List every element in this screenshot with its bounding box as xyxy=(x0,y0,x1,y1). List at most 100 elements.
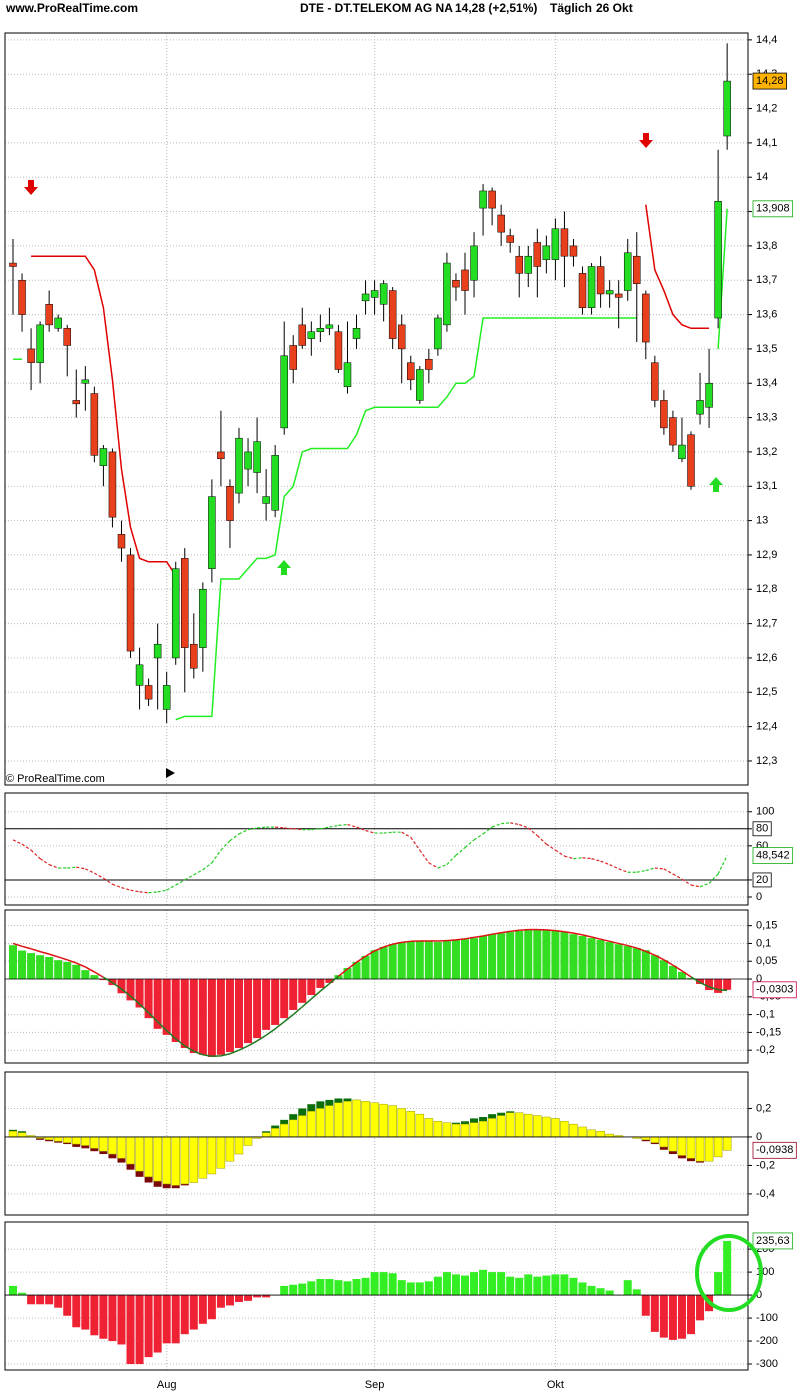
bar xyxy=(90,1136,99,1149)
oscillator-segment xyxy=(175,879,186,886)
candle-body xyxy=(54,317,62,329)
bar xyxy=(81,1136,90,1146)
candle-body xyxy=(208,496,216,569)
candle-body xyxy=(397,324,406,350)
oscillator-segment xyxy=(211,849,222,864)
candle-body xyxy=(45,304,53,326)
oscillator-segment xyxy=(356,826,366,832)
highlight-circle xyxy=(695,1234,763,1312)
bar xyxy=(461,939,469,980)
bar xyxy=(470,938,479,980)
bar xyxy=(90,975,99,980)
bar xyxy=(551,1274,560,1296)
bar xyxy=(469,1122,479,1138)
candle-body xyxy=(108,451,117,518)
signal-line-segment xyxy=(654,954,665,961)
oscillator-segment xyxy=(329,824,339,828)
bar xyxy=(605,1290,614,1296)
charts: © ProRealTime.com14,414,314,214,11413,91… xyxy=(4,32,797,1391)
bar xyxy=(560,932,569,980)
signal-line-segment xyxy=(482,933,493,937)
oscillator-segment xyxy=(690,884,701,888)
bar xyxy=(99,979,108,981)
bar xyxy=(515,1277,524,1296)
y-tick-label: -0,1 xyxy=(756,1009,775,1021)
candle-body xyxy=(334,331,343,370)
bar xyxy=(406,940,415,980)
bar xyxy=(117,1295,126,1345)
signal-line-segment xyxy=(564,930,574,934)
oscillator-segment xyxy=(428,862,439,869)
bar xyxy=(352,1099,361,1138)
candle-body xyxy=(633,255,641,284)
bar xyxy=(415,1113,425,1138)
candle-body xyxy=(352,328,361,339)
bar xyxy=(144,979,153,1019)
bar xyxy=(551,1118,560,1138)
candle-body xyxy=(696,400,704,415)
bar xyxy=(99,1136,108,1152)
oscillator-segment xyxy=(67,866,77,869)
bar xyxy=(235,1295,243,1302)
bar xyxy=(207,1295,216,1320)
oscillator-segment xyxy=(284,827,294,830)
candle-body xyxy=(542,245,551,260)
candle-body xyxy=(226,486,234,521)
signal-line-segment xyxy=(103,976,113,984)
bar xyxy=(117,979,126,994)
y-tick-label: 20 xyxy=(756,874,768,886)
y-tick-label: 0,05 xyxy=(756,955,777,967)
y-tick-label: -100 xyxy=(756,1312,778,1324)
oscillator-segment xyxy=(12,839,23,845)
y-tick-label: -200 xyxy=(756,1335,778,1347)
oscillator-segment xyxy=(30,849,41,860)
bar xyxy=(388,1273,397,1296)
end-value-box xyxy=(752,72,787,90)
candle-body xyxy=(135,664,144,686)
bar xyxy=(216,1136,226,1169)
candle-body xyxy=(388,290,397,339)
bar xyxy=(370,1102,379,1138)
bar xyxy=(460,1123,470,1138)
bar xyxy=(72,1295,81,1328)
level-label-box xyxy=(752,872,772,888)
oscillator-segment xyxy=(437,864,448,869)
oscillator-segment xyxy=(275,826,285,829)
oscillator-segment xyxy=(609,864,619,870)
bar xyxy=(334,1102,343,1138)
signal-line-segment xyxy=(582,934,592,938)
signal-line-segment xyxy=(229,1049,240,1055)
y-tick-label: 0 xyxy=(756,891,762,903)
bar xyxy=(668,1136,678,1152)
bar xyxy=(723,979,732,990)
bar xyxy=(578,1282,587,1296)
signal-line-segment xyxy=(301,998,312,1008)
stop-line xyxy=(175,317,637,721)
signal-line-segment xyxy=(220,1053,231,1057)
y-tick-label: 13,3 xyxy=(756,411,777,423)
bar xyxy=(478,1121,488,1138)
bar xyxy=(650,1295,659,1332)
panel-frame xyxy=(4,792,749,906)
x-tick-label: Okt xyxy=(547,1379,564,1391)
oscillator-segment xyxy=(229,833,240,842)
candle-body xyxy=(723,80,731,137)
bar xyxy=(687,977,695,980)
bar xyxy=(587,1129,596,1138)
signal-line-segment xyxy=(75,962,86,968)
y-tick-label: 13,6 xyxy=(756,308,777,320)
bar xyxy=(262,979,271,1030)
oscillator-segment xyxy=(618,868,628,873)
bar xyxy=(298,1115,307,1138)
bar xyxy=(135,1295,144,1365)
y-tick-label: 13,8 xyxy=(756,240,777,252)
candle-body xyxy=(325,324,334,329)
bar xyxy=(216,979,225,1055)
bar xyxy=(36,1295,45,1305)
end-value-label: 48,542 xyxy=(756,850,790,862)
candle-body xyxy=(506,235,514,243)
bar xyxy=(424,1281,433,1296)
bar xyxy=(632,948,641,980)
bar xyxy=(533,1115,542,1138)
